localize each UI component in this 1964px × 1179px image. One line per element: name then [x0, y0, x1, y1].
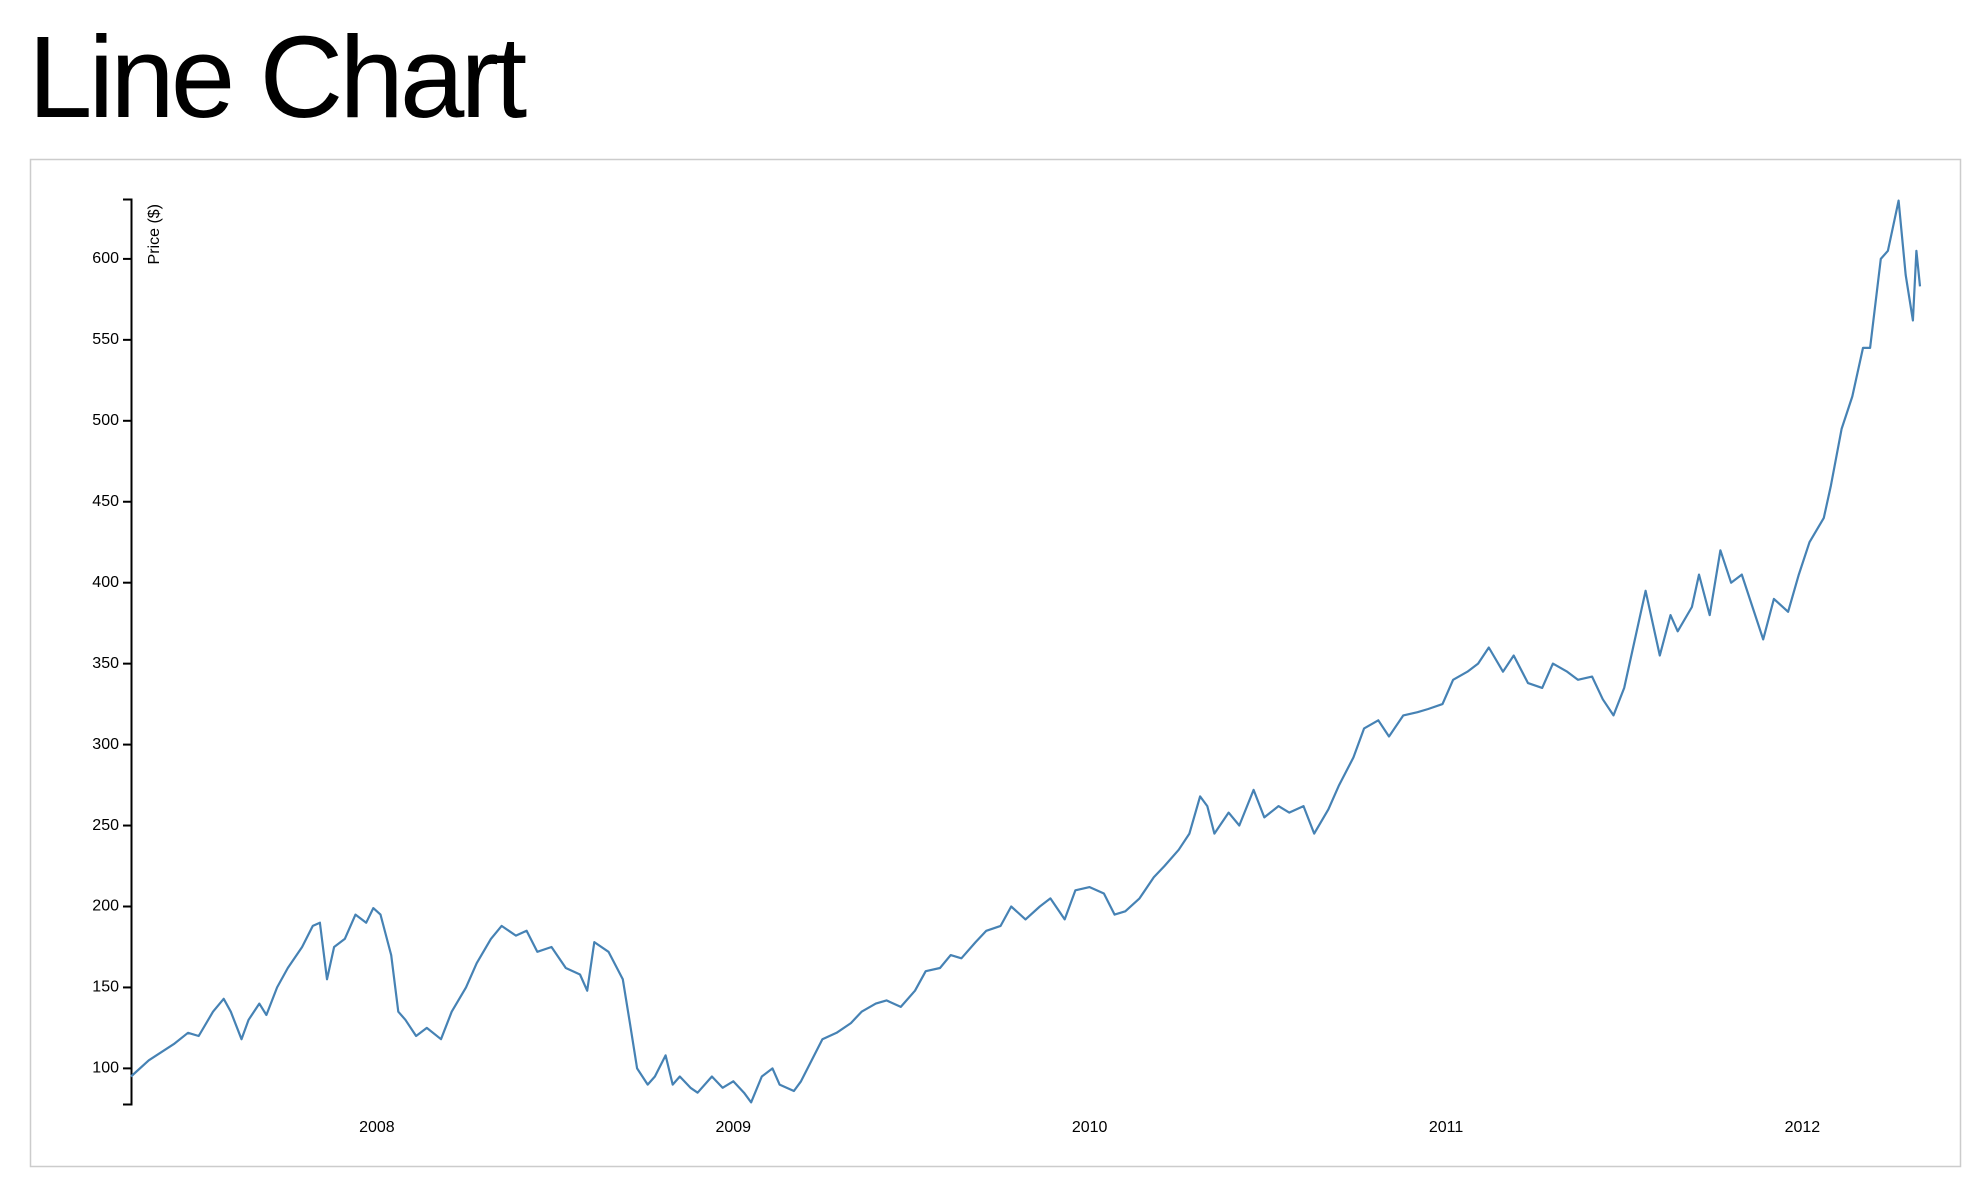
y-tick-label: 250 [92, 817, 119, 834]
x-tick-label: 2011 [1429, 1119, 1464, 1136]
y-tick-label: 350 [92, 655, 119, 672]
y-tick-label: 600 [92, 250, 119, 267]
price-line [130, 199, 1922, 1104]
y-tick-label: 200 [92, 898, 119, 915]
y-tick-label: 300 [92, 736, 119, 753]
y-axis-line [123, 198, 133, 1106]
y-tick-label: 100 [92, 1060, 119, 1077]
chart-frame [29, 158, 1962, 1168]
y-tick-label: 400 [92, 574, 119, 591]
x-tick-label: 2008 [359, 1119, 395, 1136]
y-tick-label: 550 [92, 331, 119, 348]
y-axis-label: Price ($) [146, 204, 163, 264]
y-tick-label: 150 [92, 979, 119, 996]
x-tick-label: 2012 [1785, 1119, 1821, 1136]
y-tick-label: 500 [92, 412, 119, 429]
chart-title: Line Chart [28, 12, 527, 142]
x-tick-label: 2009 [715, 1119, 751, 1136]
x-tick-label: 2010 [1072, 1119, 1108, 1136]
y-tick-label: 450 [92, 493, 119, 510]
